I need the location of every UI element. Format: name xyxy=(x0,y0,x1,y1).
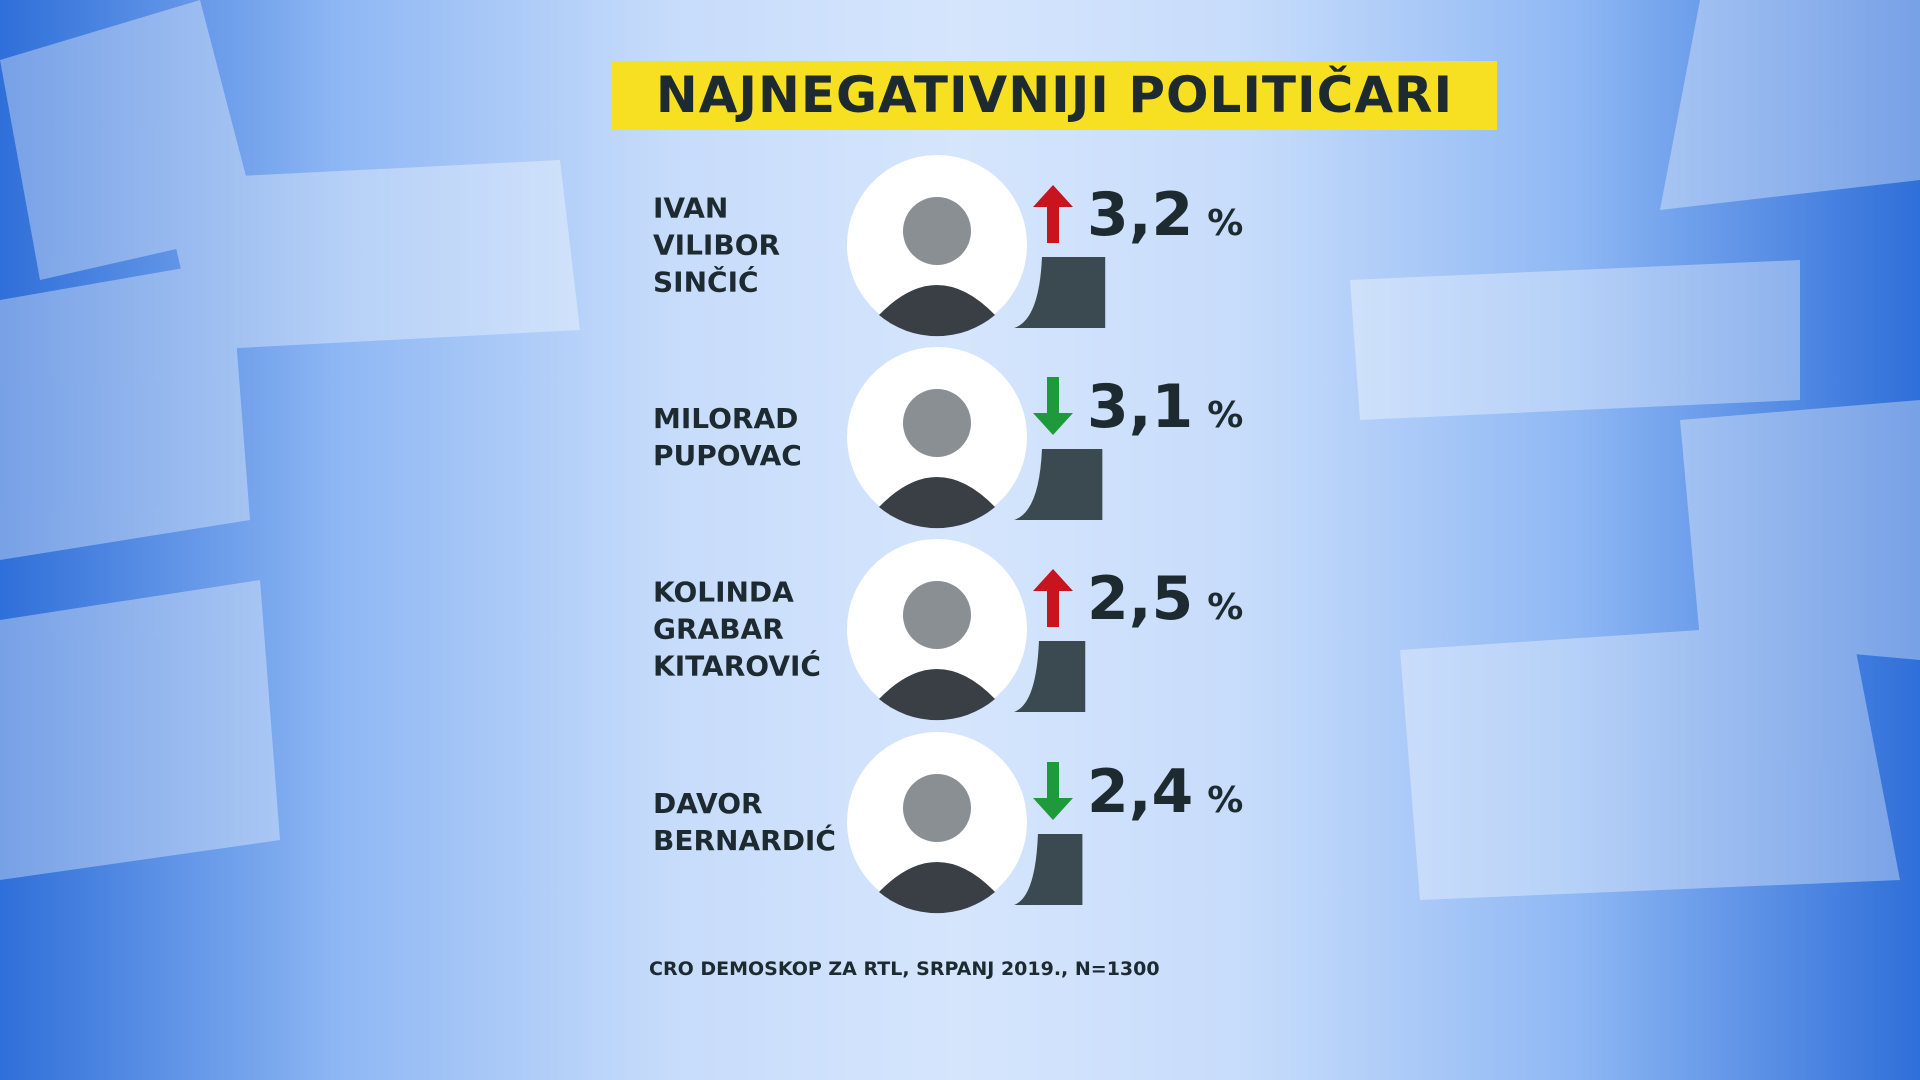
politician-name: DAVOR BERNARDIĆ xyxy=(653,787,836,857)
chart-title: NAJNEGATIVNIJI POLITIČARI xyxy=(612,61,1497,130)
politician-name: MILORAD PUPOVAC xyxy=(653,402,802,472)
trend-arrow xyxy=(1033,569,1073,627)
photo-body xyxy=(879,669,995,721)
source-note: CRO DEMOSKOP ZA RTL, SRPANJ 2019., N=130… xyxy=(649,958,1160,980)
photo-head xyxy=(903,774,971,842)
politician-name: IVAN VILIBOR SINČIĆ xyxy=(653,191,781,299)
bar xyxy=(1014,449,1103,520)
photo-body xyxy=(879,285,995,337)
bar xyxy=(1014,834,1083,905)
photo-head xyxy=(903,197,971,265)
politician-name: KOLINDA GRABAR KITAROVIĆ xyxy=(653,575,821,683)
bar xyxy=(1014,257,1106,328)
value-label: 3,1% xyxy=(1087,372,1244,442)
photo-body xyxy=(879,862,995,914)
photo-head xyxy=(903,389,971,457)
trend-arrow xyxy=(1033,185,1073,243)
trend-arrow xyxy=(1033,377,1073,435)
value-label: 2,4% xyxy=(1087,757,1244,827)
trend-arrow xyxy=(1033,762,1073,820)
photo-head xyxy=(903,581,971,649)
bar xyxy=(1014,641,1086,712)
value-label: 2,5% xyxy=(1087,564,1244,634)
value-label: 3,2% xyxy=(1087,180,1244,250)
photo-body xyxy=(879,477,995,529)
